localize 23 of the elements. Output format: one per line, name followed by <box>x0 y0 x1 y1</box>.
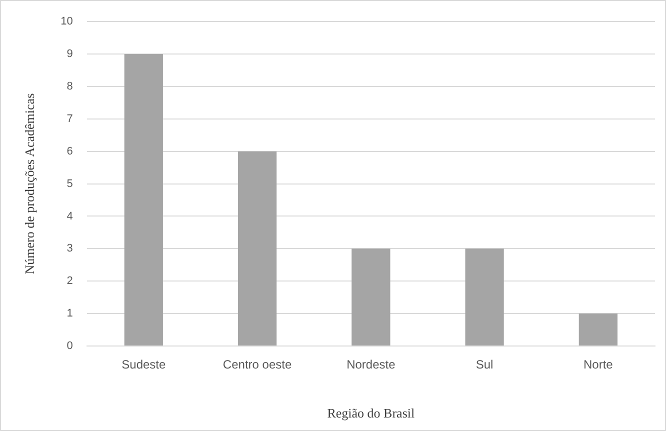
x-tick-label: Norte <box>584 358 614 372</box>
y-tick-label: 4 <box>66 210 73 222</box>
bar <box>465 248 504 346</box>
x-tick-label: Sul <box>476 358 494 372</box>
bar <box>238 151 277 346</box>
y-axis-title: Número de produções Acadêmicas <box>22 93 38 274</box>
y-tick-label: 0 <box>66 340 73 352</box>
y-tick-label: 5 <box>66 178 73 190</box>
x-tick-label: Centro oeste <box>222 358 292 372</box>
y-tick-label: 3 <box>66 242 73 255</box>
y-tick-label: 6 <box>66 145 73 158</box>
bar <box>578 314 618 346</box>
y-tick-label: 10 <box>60 16 73 28</box>
bar <box>124 54 163 346</box>
y-tick-label: 2 <box>66 275 73 288</box>
x-axis-title: Região do Brasil <box>327 406 415 421</box>
y-tick-label: 7 <box>66 112 73 125</box>
x-tick-label: Sudeste <box>122 358 166 372</box>
x-tick-label: Nordeste <box>346 358 396 372</box>
bar <box>352 248 390 346</box>
y-tick-label: 8 <box>66 80 73 93</box>
y-tick-label: 1 <box>66 308 73 320</box>
y-tick-label: 9 <box>66 48 73 60</box>
